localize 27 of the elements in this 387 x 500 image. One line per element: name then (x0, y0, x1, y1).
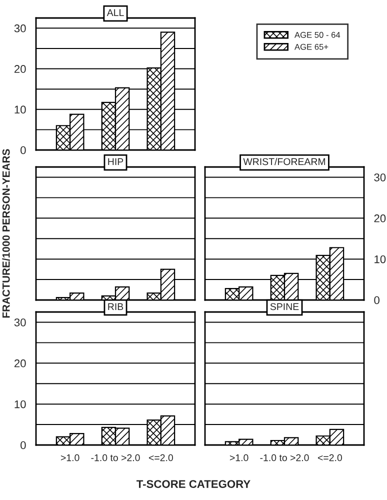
chart-title: WRIST/FOREARM (243, 158, 326, 166)
y-tick-label: 0 (20, 146, 26, 154)
legend-label: AGE 50 - 64 (294, 32, 340, 38)
x-axis-title: T-SCORE CATEGORY (136, 480, 250, 488)
y-tick-label: 20 (14, 359, 26, 368)
y-tick-label: 0 (20, 441, 26, 450)
y-tick-label: 0 (374, 296, 380, 304)
y-tick-label: 30 (14, 318, 26, 326)
legend-label: AGE 65+ (294, 44, 328, 50)
x-tick-label: >1.0 (230, 454, 248, 462)
y-tick-label: 20 (14, 65, 26, 73)
x-tick-label: -1.0 to >2.0 (260, 454, 309, 462)
x-tick-label: >1.0 (60, 454, 80, 462)
y-axis-title: FRACTURE/1000 PERSON-YEARS (2, 149, 10, 318)
y-tick-label: 20 (374, 214, 386, 222)
x-tick-label: -1.0 to >2.0 (91, 454, 140, 462)
x-tick-label: <=2.0 (318, 454, 342, 462)
chart-title: RIB (108, 303, 124, 310)
x-tick-label: <=2.0 (148, 454, 173, 462)
chart-title: HIP (108, 158, 124, 165)
y-tick-label: 10 (14, 106, 26, 114)
y-tick-label: 30 (374, 174, 386, 182)
y-tick-label: 10 (14, 400, 26, 408)
chart-title: ALL (106, 9, 124, 16)
y-tick-label: 10 (374, 255, 386, 264)
y-tick-label: 30 (14, 24, 26, 32)
chart-title: SPINE (270, 303, 299, 310)
